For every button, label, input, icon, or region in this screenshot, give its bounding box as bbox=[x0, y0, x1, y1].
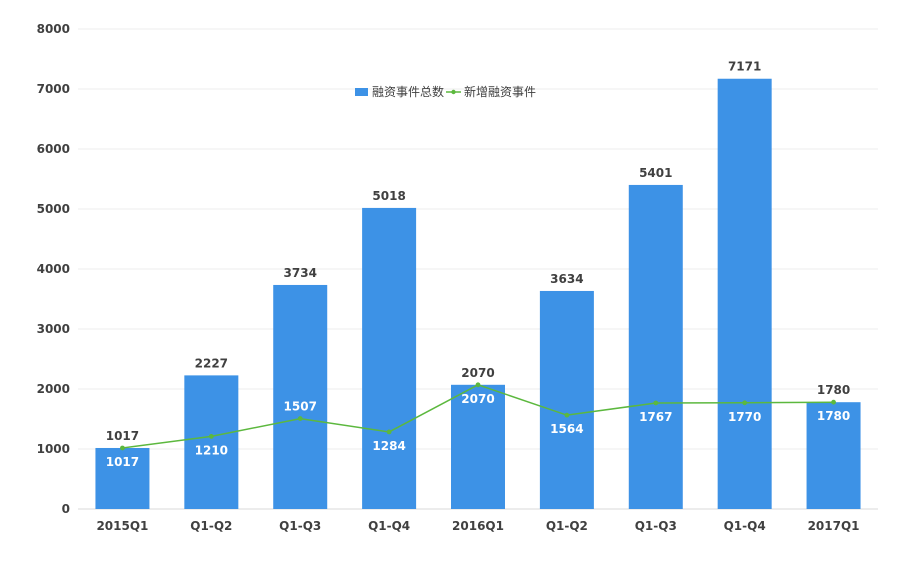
x-tick-label: Q1-Q2 bbox=[546, 519, 588, 533]
y-tick-label: 4000 bbox=[37, 262, 70, 276]
line-point bbox=[386, 429, 392, 435]
bar-value-label: 7171 bbox=[728, 60, 761, 74]
x-tick-label: Q1-Q4 bbox=[724, 519, 766, 533]
x-tick-label: Q1-Q2 bbox=[190, 519, 232, 533]
x-axis: 2015Q1 Q1-Q2 Q1-Q3 Q1-Q4 2016Q1 Q1-Q2 Q1-Q3 Q1-… bbox=[96, 519, 859, 533]
line-value-label: 1767 bbox=[639, 410, 672, 424]
x-tick-label: Q1-Q3 bbox=[635, 519, 677, 533]
line-point bbox=[120, 445, 125, 451]
bar-value-label: 1017 bbox=[106, 429, 139, 443]
bar bbox=[184, 375, 239, 509]
line-value-label: 1780 bbox=[817, 409, 850, 423]
line-value-label: 2070 bbox=[461, 392, 494, 406]
line-point bbox=[564, 412, 570, 418]
legend-swatch-bar bbox=[355, 88, 368, 96]
bar bbox=[717, 78, 772, 510]
x-tick-label: 2017Q1 bbox=[808, 519, 860, 533]
bar-series bbox=[95, 78, 861, 510]
legend-swatch-marker bbox=[451, 89, 456, 95]
bar-value-label: 2227 bbox=[195, 356, 228, 370]
bar-value-label: 5401 bbox=[639, 166, 672, 180]
legend-label-bar: 融资事件总数 bbox=[372, 84, 444, 99]
line-point bbox=[297, 416, 303, 421]
bar-value-label: 1780 bbox=[817, 383, 850, 397]
line-value-label: 1507 bbox=[284, 400, 317, 414]
bar-value-label: 3734 bbox=[284, 266, 317, 280]
line-value-label: 1770 bbox=[728, 410, 761, 424]
line-value-label: 1564 bbox=[550, 422, 583, 436]
line-point bbox=[653, 400, 659, 406]
bar bbox=[451, 384, 505, 509]
y-axis: 0 1000 2000 3000 4000 5000 6000 7000 8000 bbox=[37, 22, 70, 516]
bar bbox=[806, 402, 861, 509]
x-tick-label: Q1-Q4 bbox=[368, 519, 410, 533]
bar bbox=[539, 290, 594, 509]
line-series bbox=[120, 382, 836, 451]
bar-value-label: 2070 bbox=[461, 366, 494, 380]
y-tick-label: 6000 bbox=[37, 142, 70, 156]
bar bbox=[362, 207, 417, 510]
y-tick-label: 8000 bbox=[37, 22, 70, 36]
bar-value-label: 5018 bbox=[372, 189, 405, 203]
line-value-label: 1284 bbox=[372, 439, 405, 453]
legend-label-line: 新增融资事件 bbox=[464, 84, 536, 99]
x-tick-label: 2016Q1 bbox=[452, 519, 504, 533]
y-tick-label: 7000 bbox=[37, 82, 70, 96]
bar bbox=[273, 284, 328, 509]
x-tick-label: Q1-Q3 bbox=[279, 519, 321, 533]
data-labels: 1017 2227 3734 5018 2070 3634 5401 7171 1780 1017… bbox=[106, 60, 851, 469]
line-value-label: 1210 bbox=[195, 443, 228, 457]
line-point bbox=[831, 399, 836, 405]
line-point bbox=[742, 400, 748, 406]
line-value-label: 1017 bbox=[106, 455, 139, 469]
bar bbox=[628, 184, 683, 509]
legend: 融资事件总数 新增融资事件 bbox=[355, 84, 536, 99]
line-point bbox=[208, 434, 214, 439]
x-tick-label: 2015Q1 bbox=[96, 519, 148, 533]
y-tick-label: 5000 bbox=[37, 202, 70, 216]
y-tick-label: 3000 bbox=[37, 322, 70, 336]
y-tick-label: 1000 bbox=[37, 442, 70, 456]
y-tick-label: 2000 bbox=[37, 382, 70, 396]
line-point bbox=[475, 382, 481, 388]
bar bbox=[95, 447, 150, 509]
bar-value-label: 3634 bbox=[550, 272, 583, 286]
y-tick-label: 0 bbox=[62, 502, 70, 516]
